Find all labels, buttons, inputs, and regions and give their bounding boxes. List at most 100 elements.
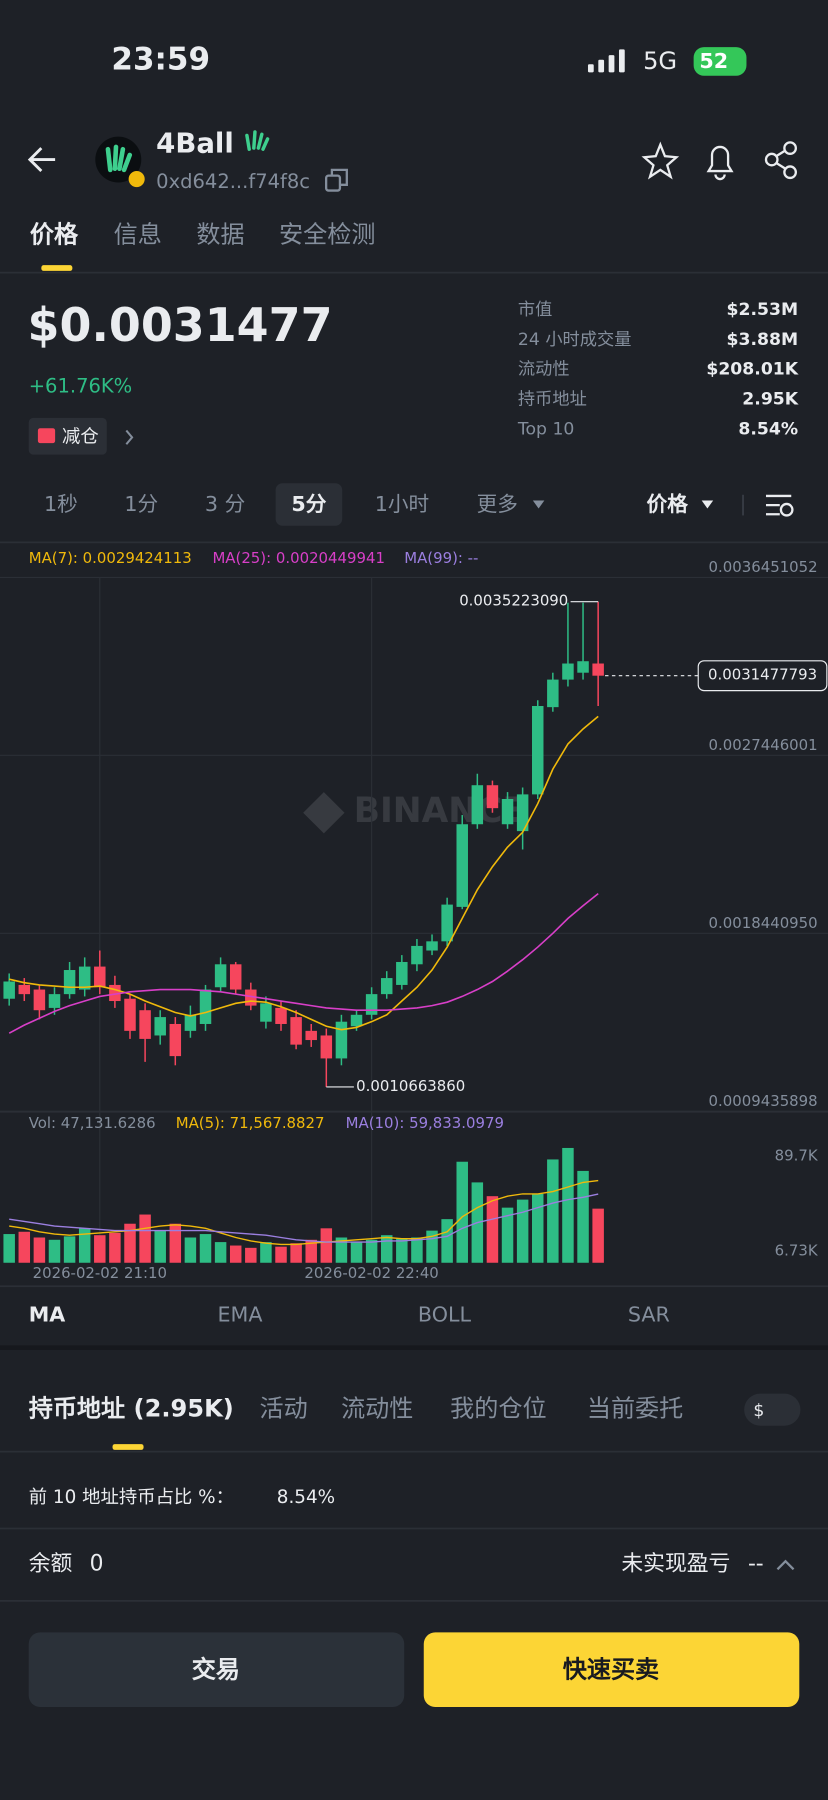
volume-bar xyxy=(184,1237,197,1263)
candle-body xyxy=(33,989,46,1011)
tab[interactable]: 安全检测 xyxy=(279,220,375,248)
battery-level: 52 xyxy=(699,49,728,73)
bottom-tab[interactable]: 我的仓位 xyxy=(450,1395,546,1423)
chart-settings[interactable] xyxy=(765,494,794,517)
token-emoji xyxy=(245,130,270,151)
interval[interactable]: 1分 xyxy=(124,492,158,516)
collapse-button[interactable] xyxy=(776,1559,795,1571)
alert-button[interactable] xyxy=(706,145,734,181)
last-price: 0.0031477793 xyxy=(708,666,817,684)
volume-bar xyxy=(245,1247,257,1263)
candle-body xyxy=(531,705,544,795)
interval-more[interactable]: 更多 xyxy=(477,492,518,516)
stat-label: Top 10 xyxy=(517,419,574,439)
volume-bar xyxy=(562,1147,574,1263)
quick-trade-button[interactable] xyxy=(423,1632,800,1708)
volume-bar xyxy=(456,1161,468,1263)
dropdown-arrow xyxy=(701,500,714,509)
candle-body xyxy=(245,989,257,1006)
volume-bar xyxy=(3,1234,15,1263)
candle-body xyxy=(471,785,484,825)
bottom-tab[interactable]: 活动 xyxy=(260,1395,308,1423)
section-gap xyxy=(0,1345,828,1350)
tag-text: 减仓 xyxy=(62,426,99,447)
price-mode[interactable]: 价格 xyxy=(647,492,689,516)
stat-value: $3.88M xyxy=(727,330,799,350)
indicator-tab[interactable]: SAR xyxy=(628,1303,670,1327)
currency-toggle[interactable] xyxy=(744,1393,801,1426)
volume-bar xyxy=(547,1159,559,1263)
candle-body xyxy=(154,1017,166,1036)
low-label: 0.0010663860 xyxy=(356,1077,465,1095)
volume-bar xyxy=(441,1219,453,1263)
candle-body xyxy=(486,785,499,809)
dropdown-arrow xyxy=(532,500,545,509)
candle-body xyxy=(577,661,589,673)
indicator-tab[interactable]: BOLL xyxy=(418,1303,472,1327)
trade-button[interactable] xyxy=(28,1632,405,1708)
tab[interactable]: 数据 xyxy=(196,220,244,248)
interval[interactable]: 3 分 xyxy=(205,492,245,516)
tab-indicator xyxy=(41,265,73,271)
indicator-tab[interactable]: EMA xyxy=(218,1303,263,1327)
candle-body xyxy=(290,1017,302,1045)
bottom-tab[interactable]: 持币地址 (2.95K) xyxy=(29,1395,234,1423)
chain-badge xyxy=(128,171,145,188)
copy-button[interactable] xyxy=(324,168,348,192)
stat-label: 24 小时成交量 xyxy=(518,330,632,350)
candle-body xyxy=(18,984,31,995)
candle-body xyxy=(109,984,121,1002)
volume-bar xyxy=(290,1243,302,1263)
interval[interactable]: 1秒 xyxy=(44,492,78,516)
tab[interactable]: 价格 xyxy=(30,220,79,248)
bottom-tab[interactable]: 当前委托 xyxy=(587,1395,683,1423)
candle-body xyxy=(516,794,529,832)
candle-body xyxy=(592,663,604,676)
tag-box[interactable] xyxy=(28,417,107,455)
candle-body xyxy=(562,663,574,680)
candle-body xyxy=(305,1030,317,1041)
volume-legend: Vol: 47,131.6286 xyxy=(29,1114,156,1132)
volume-bar xyxy=(305,1239,317,1263)
candle-body xyxy=(214,964,227,988)
interval[interactable]: 5分 xyxy=(291,492,326,516)
candle-body xyxy=(320,1035,333,1059)
candle-body xyxy=(380,978,393,995)
volume-bar xyxy=(214,1242,227,1263)
volume-bar xyxy=(350,1242,363,1263)
token-name: 4Ball xyxy=(156,128,234,160)
high-label: 0.0035223090 xyxy=(459,592,568,610)
ma-line xyxy=(9,1179,599,1246)
candle-body xyxy=(124,998,136,1031)
candle-body xyxy=(184,1014,197,1031)
price: $0.0031477 xyxy=(28,298,333,352)
battery xyxy=(693,47,747,76)
stats: 市值 $2.53M 24 小时成交量 $3.88M 流动性 $208.01K 持币地址 2.9… xyxy=(517,300,799,439)
stat-label: 流动性 xyxy=(518,360,570,380)
volume-bar xyxy=(139,1214,151,1263)
stat-value: 2.95K xyxy=(742,389,798,409)
ma-line xyxy=(9,1193,599,1243)
favorite-button[interactable] xyxy=(641,141,680,180)
ma-line xyxy=(9,715,599,1031)
candle-body xyxy=(229,964,242,990)
volume-bar xyxy=(78,1228,91,1263)
volume-bar xyxy=(577,1170,589,1263)
candle-body xyxy=(365,994,378,1015)
bottom-tab[interactable]: 流动性 xyxy=(341,1395,413,1423)
volume-bar xyxy=(63,1236,76,1263)
share-button[interactable] xyxy=(764,141,797,180)
indicator-tab[interactable]: MA xyxy=(29,1303,66,1327)
interval[interactable]: 1小时 xyxy=(375,492,429,516)
candle-body xyxy=(260,1003,272,1022)
volume-bar xyxy=(486,1196,499,1263)
candle-body xyxy=(199,989,212,1024)
x-tick-label: 2026-02-02 22:40 xyxy=(304,1264,438,1282)
volume-bar xyxy=(501,1207,514,1263)
candle-body xyxy=(78,966,91,990)
back-button[interactable] xyxy=(27,147,56,173)
tab[interactable]: 信息 xyxy=(114,220,162,248)
volume-bar xyxy=(169,1223,182,1263)
